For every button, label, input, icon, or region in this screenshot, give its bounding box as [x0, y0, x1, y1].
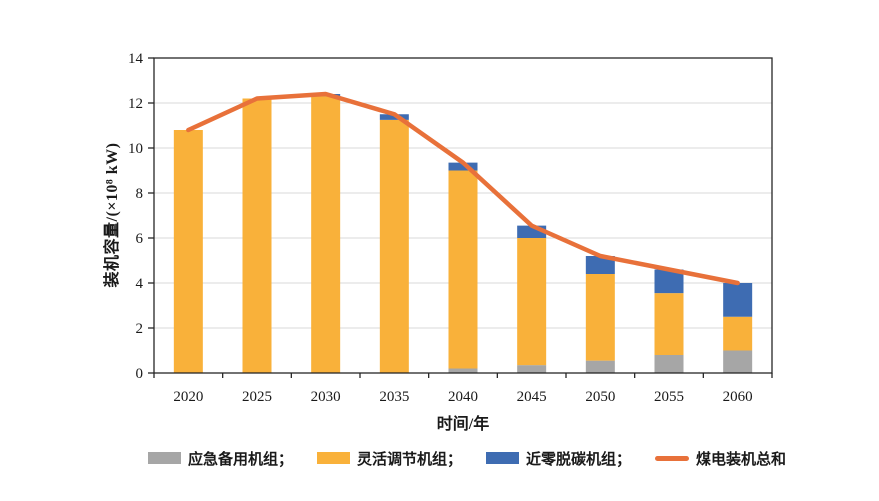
bar-segment — [448, 368, 478, 373]
y-axis-title: 装机容量/(×10⁸ kW) — [104, 142, 121, 288]
plot-border — [153, 57, 773, 374]
x-tick-label: 2030 — [311, 389, 341, 405]
legend-swatch-nearzero-bar — [486, 452, 520, 464]
x-tick-label: 2040 — [448, 389, 478, 405]
legend-swatch-total-line — [655, 455, 690, 461]
bar-segment — [585, 256, 615, 274]
y-tick-label: 8 — [136, 186, 144, 202]
total-line — [186, 91, 740, 286]
bar-segment — [379, 119, 409, 373]
y-tick-label: 4 — [136, 276, 144, 292]
legend-item-nearzero: 近零脱碳机组； — [486, 448, 631, 469]
x-tick-label: 2060 — [723, 389, 753, 405]
y-tick-label: 0 — [136, 366, 144, 382]
legend-item-emergency: 应急备用机组； — [148, 448, 293, 469]
y-tick-label: 12 — [128, 96, 143, 112]
y-tick-label: 10 — [128, 141, 143, 157]
bar-segment — [517, 238, 547, 366]
x-tick-label: 2020 — [173, 389, 203, 405]
bar-segment — [654, 355, 684, 373]
bar-segment — [723, 350, 753, 373]
x-tick-label: 2050 — [585, 389, 615, 405]
bar-segment — [311, 96, 341, 373]
bar-segment — [585, 360, 615, 373]
legend-label-nearzero: 近零脱碳机组； — [526, 451, 632, 468]
x-axis-title: 时间/年 — [436, 416, 490, 433]
legend: 应急备用机组； 灵活调节机组； 近零脱碳机组； 煤电装机总和 — [148, 446, 788, 470]
bar-segment — [448, 170, 478, 369]
legend-item-flexible: 灵活调节机组； — [317, 448, 462, 469]
bar-segment — [654, 293, 684, 355]
bar-segment — [585, 274, 615, 361]
legend-label-total: 煤电装机总和 — [696, 451, 787, 468]
bar-segment — [448, 162, 478, 171]
bar-segment — [517, 365, 547, 373]
legend-swatch-emergency-bar — [148, 452, 181, 464]
legend-label-flexible: 灵活调节机组； — [357, 451, 463, 468]
bar-segment — [242, 98, 272, 373]
y-tick-label: 2 — [136, 321, 144, 337]
legend-item-total: 煤电装机总和 — [655, 448, 786, 469]
bar-segment — [723, 283, 753, 317]
legend-label-emergency: 应急备用机组； — [188, 451, 294, 468]
bar-segment — [723, 316, 753, 351]
x-tick-label: 2055 — [654, 389, 684, 405]
bar-segment — [654, 269, 684, 294]
x-tick-label: 2035 — [379, 389, 409, 405]
y-tick-label: 6 — [136, 231, 144, 247]
bar-segment — [379, 114, 409, 120]
x-tick-label: 2045 — [517, 389, 547, 405]
legend-swatch-flexible-bar — [317, 452, 351, 464]
y-tick-label: 14 — [128, 51, 144, 67]
bar-segment — [173, 130, 203, 373]
x-tick-label: 2025 — [242, 389, 272, 405]
